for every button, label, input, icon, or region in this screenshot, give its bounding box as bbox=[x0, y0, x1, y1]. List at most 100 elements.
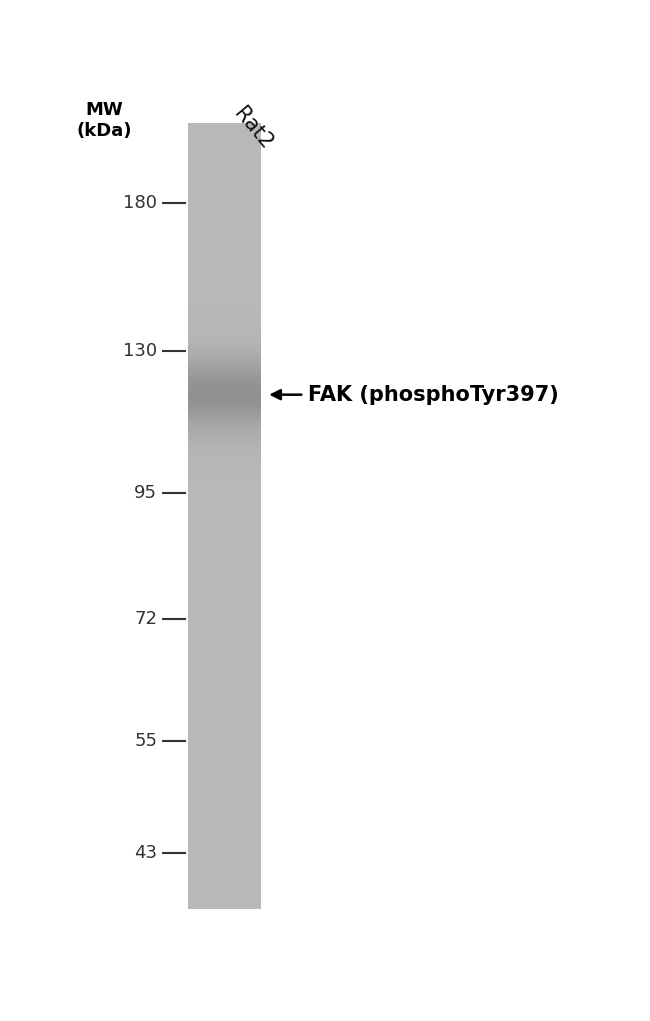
Bar bbox=[188, 382, 261, 384]
Bar bbox=[188, 757, 261, 760]
Bar bbox=[188, 329, 261, 331]
Bar bbox=[188, 837, 261, 840]
Bar bbox=[188, 775, 261, 777]
Bar bbox=[188, 676, 261, 679]
Bar bbox=[188, 659, 261, 661]
Bar bbox=[188, 901, 261, 903]
Bar bbox=[188, 433, 261, 435]
Bar bbox=[188, 788, 261, 791]
Bar bbox=[188, 856, 261, 858]
Bar bbox=[188, 873, 261, 875]
Bar bbox=[188, 521, 261, 524]
Bar bbox=[188, 894, 261, 896]
Bar bbox=[188, 335, 261, 337]
Bar bbox=[188, 822, 261, 824]
Bar bbox=[188, 512, 261, 514]
Bar bbox=[188, 425, 261, 427]
Bar bbox=[188, 854, 261, 856]
Bar bbox=[188, 737, 261, 739]
Bar bbox=[188, 769, 261, 771]
Bar bbox=[188, 380, 261, 382]
Bar bbox=[188, 344, 261, 346]
Bar bbox=[188, 295, 261, 297]
Bar bbox=[188, 236, 261, 239]
Bar bbox=[188, 151, 261, 154]
Bar bbox=[188, 820, 261, 822]
Bar bbox=[188, 731, 261, 734]
Bar bbox=[188, 399, 261, 401]
Bar bbox=[188, 493, 261, 496]
Bar bbox=[188, 818, 261, 820]
Bar bbox=[188, 869, 261, 871]
Bar bbox=[188, 474, 261, 476]
Bar bbox=[188, 138, 261, 140]
Bar bbox=[188, 661, 261, 663]
Bar bbox=[188, 843, 261, 845]
Bar bbox=[188, 733, 261, 736]
Bar bbox=[188, 779, 261, 781]
Bar bbox=[188, 358, 261, 360]
Bar bbox=[188, 456, 261, 458]
Bar bbox=[188, 421, 261, 424]
Bar bbox=[188, 782, 261, 785]
Bar bbox=[188, 879, 261, 881]
Bar bbox=[188, 259, 261, 262]
Bar bbox=[188, 516, 261, 518]
Bar bbox=[188, 784, 261, 787]
Bar bbox=[188, 671, 261, 673]
Bar bbox=[188, 824, 261, 826]
Bar bbox=[188, 572, 261, 575]
Bar bbox=[188, 509, 261, 512]
Bar bbox=[188, 155, 261, 158]
Bar bbox=[188, 543, 261, 545]
Bar bbox=[188, 678, 261, 681]
Bar bbox=[188, 368, 261, 371]
Bar bbox=[188, 185, 261, 188]
Bar bbox=[188, 812, 261, 815]
Bar bbox=[188, 492, 261, 494]
Bar bbox=[188, 881, 261, 883]
Bar bbox=[188, 706, 261, 709]
Bar bbox=[188, 352, 261, 354]
Bar bbox=[188, 372, 261, 374]
Bar bbox=[188, 682, 261, 685]
Bar bbox=[188, 153, 261, 156]
Bar bbox=[188, 336, 261, 339]
Bar bbox=[188, 276, 261, 278]
Bar bbox=[188, 342, 261, 345]
Bar bbox=[188, 688, 261, 690]
Bar bbox=[188, 805, 261, 807]
Bar bbox=[188, 905, 261, 907]
Bar bbox=[188, 427, 261, 429]
Bar bbox=[188, 749, 261, 751]
Bar bbox=[188, 614, 261, 616]
Bar bbox=[188, 389, 261, 392]
Bar bbox=[188, 203, 261, 205]
Bar bbox=[188, 123, 261, 125]
Bar bbox=[188, 875, 261, 877]
Bar bbox=[188, 607, 261, 610]
Bar bbox=[188, 370, 261, 372]
Bar bbox=[188, 246, 261, 248]
Bar bbox=[188, 265, 261, 268]
Bar bbox=[188, 218, 261, 221]
Bar bbox=[188, 828, 261, 830]
Bar bbox=[188, 234, 261, 237]
Bar bbox=[188, 174, 261, 176]
Bar bbox=[188, 360, 261, 362]
Bar bbox=[188, 250, 261, 252]
Bar bbox=[188, 539, 261, 541]
Bar bbox=[188, 297, 261, 299]
Bar bbox=[188, 136, 261, 138]
Bar bbox=[188, 558, 261, 561]
Bar bbox=[188, 229, 261, 231]
Bar bbox=[188, 761, 261, 764]
Bar bbox=[188, 242, 261, 244]
Bar bbox=[188, 212, 261, 214]
Bar bbox=[188, 531, 261, 533]
Bar bbox=[188, 458, 261, 460]
Bar bbox=[188, 303, 261, 305]
Bar bbox=[188, 792, 261, 794]
Bar bbox=[188, 777, 261, 779]
Bar bbox=[188, 397, 261, 399]
